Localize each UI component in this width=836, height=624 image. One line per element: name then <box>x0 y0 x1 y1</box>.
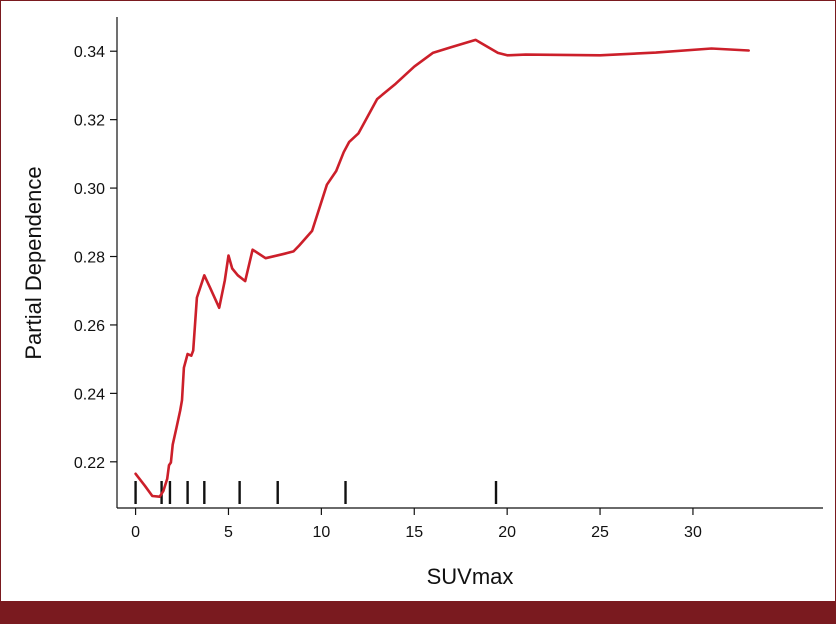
x-tick-label: 10 <box>312 524 330 541</box>
y-tick-label: 0.30 <box>74 181 105 198</box>
x-tick-label: 30 <box>684 524 702 541</box>
y-tick-label: 0.32 <box>74 113 105 130</box>
y-tick-label: 0.22 <box>74 455 105 472</box>
rug-marks <box>134 481 498 504</box>
x-tick-label: 15 <box>405 524 423 541</box>
series-line <box>134 38 750 498</box>
axes <box>116 17 823 509</box>
series-lines <box>134 38 750 498</box>
x-axis-label: SUVmax <box>427 564 514 589</box>
ticks: 0 5 10 15 20 25 30 0.22 0.24 0.26 0.28 0.30 0.32 0.34 <box>74 44 702 541</box>
x-tick-label: 20 <box>498 524 516 541</box>
y-tick-label: 0.24 <box>74 386 105 403</box>
x-tick-label: 0 <box>131 524 140 541</box>
partial-dependence-chart: 0 5 10 15 20 25 30 0.22 0.24 0.26 0.28 0.30 0.32 0.34… <box>21 17 823 589</box>
x-tick-label: 5 <box>224 524 233 541</box>
y-tick-label: 0.34 <box>74 44 105 61</box>
y-axis-label: Partial Dependence <box>21 166 46 359</box>
y-tick-label: 0.26 <box>74 318 105 335</box>
y-tick-label: 0.28 <box>74 250 105 267</box>
chart-frame: 0 5 10 15 20 25 30 0.22 0.24 0.26 0.28 0.30 0.32 0.34… <box>1 1 835 601</box>
x-tick-label: 25 <box>591 524 609 541</box>
